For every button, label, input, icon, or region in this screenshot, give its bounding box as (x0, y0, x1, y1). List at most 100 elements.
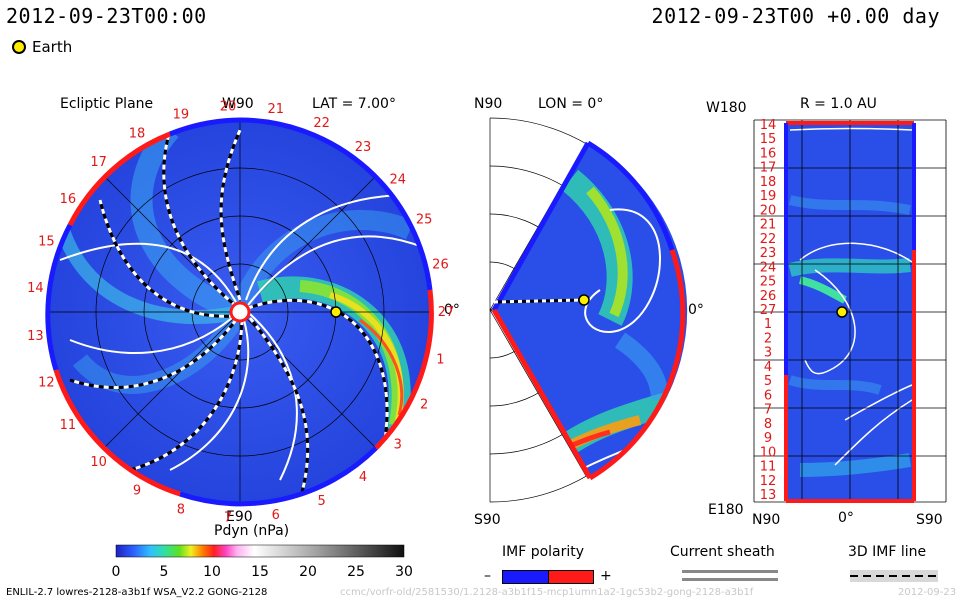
radial-row-label-23: 23 (760, 246, 777, 261)
radial-top-left-label: W180 (706, 100, 747, 116)
imf3d-title: 3D IMF line (848, 544, 927, 560)
ecliptic-right-label: 0° (444, 302, 460, 318)
ecliptic-bottom-label: E90 (226, 509, 253, 525)
carrington-label-21: 21 (267, 102, 284, 117)
ecliptic-title: Ecliptic Plane (60, 96, 154, 112)
radial-row-label-16: 16 (760, 146, 777, 161)
radial-row-label-6: 6 (764, 388, 772, 403)
radial-row-label-17: 17 (760, 161, 777, 176)
radial-row-label-24: 24 (760, 260, 777, 275)
carrington-label-20: 20 (220, 99, 237, 114)
earth-marker-ecliptic (330, 306, 342, 318)
radial-row-label-10: 10 (760, 445, 777, 460)
carrington-label-17: 17 (90, 155, 107, 170)
carrington-label-16: 16 (60, 192, 77, 207)
time-label-left: 2012-09-23T00:00 (6, 4, 207, 28)
meridional-top-label: N90 (474, 96, 503, 112)
earth-legend-icon (12, 40, 26, 54)
time-label-right: 2012-09-23T00 +0.00 day (651, 4, 940, 28)
model-footer: ENLIL-2.7 lowres-2128-a3b1f WSA_V2.2 GON… (6, 587, 268, 598)
carrington-label-1: 1 (436, 353, 444, 368)
sun-marker (229, 301, 251, 323)
carrington-label-9: 9 (133, 483, 141, 498)
imf-minus-label: – (484, 568, 491, 584)
radial-row-label-18: 18 (760, 175, 777, 190)
ecliptic-structures (48, 120, 432, 504)
radial-row-label-8: 8 (764, 417, 772, 432)
colorbar-tick-5: 5 (160, 564, 169, 580)
current-sheath-line-1 (682, 570, 778, 573)
radial-axis-0: 0° (838, 510, 854, 526)
radial-row-label-9: 9 (764, 431, 772, 446)
earth-marker-meridional (578, 294, 590, 306)
imf3d-line-swatch (850, 570, 938, 582)
radial-row-label-19: 19 (760, 189, 777, 204)
carrington-label-18: 18 (129, 127, 146, 142)
earth-legend: Earth (12, 38, 72, 56)
carrington-label-27: 27 (438, 305, 455, 320)
carrington-label-19: 19 (173, 108, 190, 123)
radial-row-label-2: 2 (764, 331, 772, 346)
radial-row-label-21: 21 (760, 218, 777, 233)
colorbar-tick-20: 20 (299, 564, 317, 580)
radial-row-label-4: 4 (764, 360, 772, 375)
radial-row-label-1: 1 (764, 317, 772, 332)
carrington-label-23: 23 (355, 140, 372, 155)
radial-row-label-14: 14 (760, 118, 777, 133)
current-sheath-line-2 (682, 578, 778, 581)
radial-row-label-13: 13 (760, 488, 777, 503)
colorbar-tick-30: 30 (395, 564, 413, 580)
meridional-bottom-label: S90 (474, 512, 501, 528)
radial-axis-s90: S90 (916, 512, 943, 528)
carrington-label-14: 14 (27, 281, 44, 296)
radial-axis-n90: N90 (752, 512, 781, 528)
radial-row-label-20: 20 (760, 203, 777, 218)
colorbar-tick-10: 10 (203, 564, 221, 580)
carrington-label-6: 6 (272, 508, 280, 523)
colorbar-tick-0: 0 (112, 564, 121, 580)
imf-polarity-title: IMF polarity (502, 544, 585, 560)
run-date-footer: 2012-09-23 (898, 587, 957, 598)
earth-marker-radial (836, 306, 848, 318)
radial-row-label-3: 3 (764, 346, 772, 361)
carrington-label-25: 25 (416, 213, 433, 228)
radial-row-label-26: 26 (760, 289, 777, 304)
radial-row-label-27: 27 (760, 303, 777, 318)
carrington-label-12: 12 (38, 375, 55, 390)
colorbar-tick-25: 25 (347, 564, 365, 580)
carrington-label-11: 11 (60, 418, 77, 433)
carrington-label-5: 5 (317, 494, 325, 509)
imf-negative-swatch (502, 570, 550, 584)
ecliptic-polarity-rim (45, 117, 434, 507)
radial-row-label-22: 22 (760, 232, 777, 247)
carrington-label-7: 7 (224, 511, 232, 526)
colorbar-gradient (115, 544, 405, 558)
carrington-label-15: 15 (38, 235, 55, 250)
meridional-lon-label: LON = 0° (538, 96, 604, 112)
imf-plus-label: + (600, 568, 612, 584)
radial-row-labels: 1415161718192021222324252627123456789101… (760, 118, 777, 503)
radial-row-label-25: 25 (760, 275, 777, 290)
meridional-right-label: 0° (688, 302, 704, 318)
radial-row-label-12: 12 (760, 474, 777, 489)
carrington-label-22: 22 (313, 116, 330, 131)
carrington-label-24: 24 (390, 173, 407, 188)
radial-row-label-15: 15 (760, 132, 777, 147)
carrington-label-13: 13 (27, 329, 44, 344)
carrington-label-10: 10 (90, 455, 107, 470)
carrington-label-26: 26 (432, 257, 449, 272)
radial-row-label-7: 7 (764, 403, 772, 418)
earth-legend-label: Earth (32, 38, 73, 56)
ecliptic-lat-label: LAT = 7.00° (312, 96, 396, 112)
carrington-label-3: 3 (394, 437, 402, 452)
imf-positive-swatch (548, 570, 594, 584)
ecliptic-top-label: W90 (222, 96, 254, 112)
current-sheath-title: Current sheath (670, 544, 775, 560)
carrington-label-8: 8 (177, 502, 185, 517)
radial-polarity-border (784, 121, 916, 503)
